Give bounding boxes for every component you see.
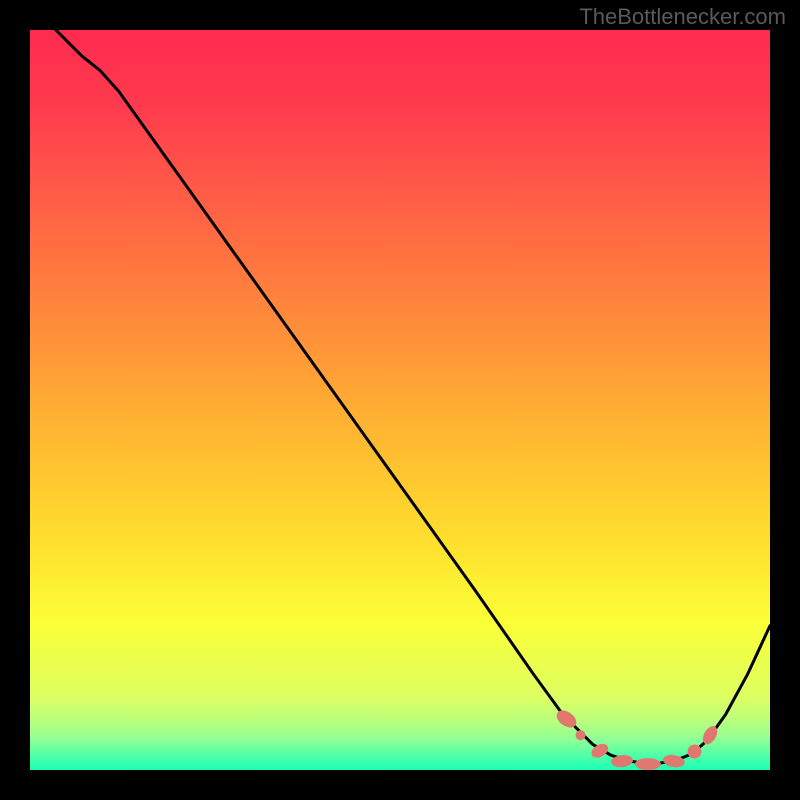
plot-area (30, 30, 770, 770)
curve-path (56, 30, 770, 764)
marker-group (553, 707, 720, 770)
curve-marker (662, 753, 686, 769)
chart-curve-layer (30, 30, 770, 770)
curve-marker (576, 730, 586, 740)
chart-container: { "watermark": { "text": "TheBottlenecke… (0, 0, 800, 800)
watermark-text: TheBottlenecker.com (579, 4, 786, 30)
curve-marker (635, 758, 661, 770)
